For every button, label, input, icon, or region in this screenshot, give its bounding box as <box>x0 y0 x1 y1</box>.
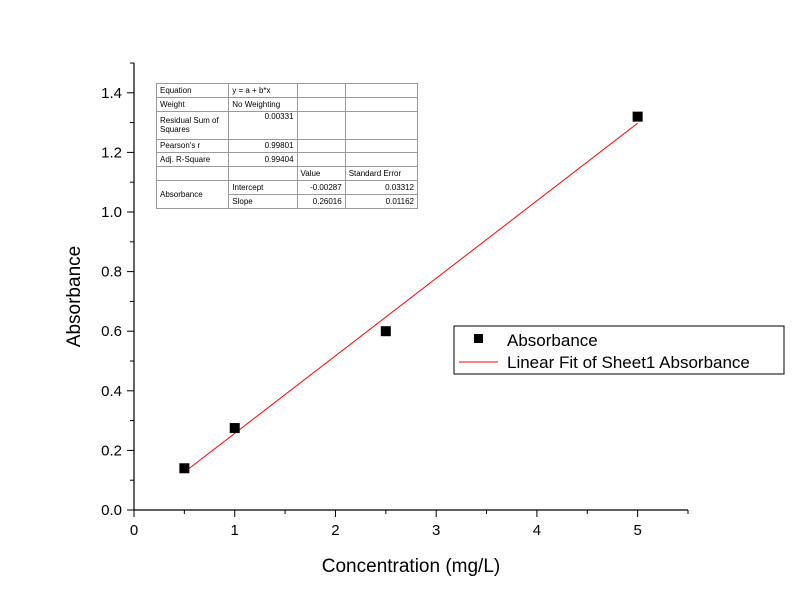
equation-label: Equation <box>155 83 230 98</box>
y-tick-label: 1.0 <box>101 204 122 221</box>
y-tick-label: 1.4 <box>101 85 122 102</box>
data-point <box>179 463 190 474</box>
y-tick-label: 0.8 <box>101 264 122 281</box>
legend-square-marker-icon <box>474 334 483 343</box>
legend-frame <box>453 325 785 375</box>
pearson-value: 0.99801 <box>228 138 298 154</box>
intercept-error: 0.03312 <box>344 180 419 196</box>
data-point <box>380 326 391 337</box>
y-tick-label: 0.2 <box>101 442 122 459</box>
fit-statistics-table: Equation y = a + b*x Weight No Weighting… <box>155 83 419 209</box>
legend-label-absorbance: Absorbance <box>507 331 598 350</box>
y-tick-label: 1.2 <box>101 144 122 161</box>
pearson-label: Pearson's r <box>155 138 230 154</box>
x-tick-label: 0 <box>130 522 138 539</box>
y-tick-label: 0.6 <box>101 323 122 340</box>
intercept-label: Intercept <box>228 180 298 196</box>
x-tick-label: 5 <box>633 522 641 539</box>
table-row: Slope 0.26016 0.01162 <box>157 194 419 209</box>
y-axis-title: Absorbance <box>64 246 85 347</box>
y-tick-label: 0.0 <box>101 502 122 519</box>
y-tick-label: 0.4 <box>101 383 122 400</box>
parameter-group-label: Absorbance <box>155 180 230 209</box>
data-point <box>229 423 240 434</box>
table-row: Adj. R-Square 0.99404 <box>155 152 419 168</box>
equation-value: y = a + b*x <box>228 83 298 98</box>
table-row: Absorbance Intercept -0.00287 0.03312 <box>155 180 419 209</box>
data-points <box>179 111 643 474</box>
table-row: Pearson's r 0.99801 <box>155 138 419 154</box>
table-row: Residual Sum of Squares 0.00331 <box>155 110 419 140</box>
legend-label-fit: Linear Fit of Sheet1 Absorbance <box>507 353 750 372</box>
adj-r-square-value: 0.99404 <box>228 152 298 168</box>
standard-error-header: Standard Error <box>344 166 419 182</box>
intercept-value: -0.00287 <box>296 180 346 196</box>
weight-value: No Weighting <box>228 96 298 112</box>
x-tick-label: 2 <box>331 522 339 539</box>
rss-value: 0.00331 <box>228 110 298 140</box>
rss-label: Residual Sum of Squares <box>155 110 230 140</box>
fit-line <box>184 122 638 473</box>
x-tick-label: 1 <box>231 522 239 539</box>
weight-label: Weight <box>155 96 230 112</box>
value-header: Value <box>296 166 346 182</box>
slope-error: 0.01162 <box>344 194 419 209</box>
x-tick-label: 3 <box>432 522 440 539</box>
legend: Absorbance Linear Fit of Sheet1 Absorban… <box>453 325 785 375</box>
slope-value: 0.26016 <box>296 194 346 209</box>
x-tick-label: 4 <box>533 522 541 539</box>
y-ticks: 0.0 0.2 0.4 0.6 0.8 1.0 1.2 1.4 <box>101 62 134 519</box>
x-axis-title: Concentration (mg/L) <box>322 556 500 577</box>
adj-r-square-label: Adj. R-Square <box>155 152 230 168</box>
x-ticks: 0 1 2 3 4 5 <box>130 510 689 539</box>
data-point <box>632 111 643 122</box>
axes <box>133 63 688 511</box>
table-row: Equation y = a + b*x <box>155 83 419 98</box>
slope-label: Slope <box>228 194 298 209</box>
table-row: Weight No Weighting <box>155 96 419 112</box>
table-row: Value Standard Error <box>155 166 419 182</box>
